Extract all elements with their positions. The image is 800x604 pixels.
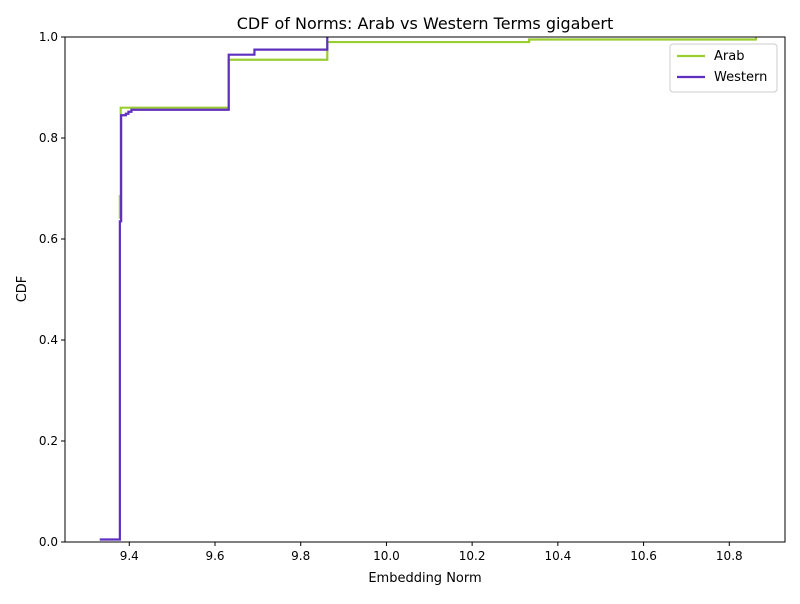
x-tick-label: 9.6: [205, 549, 224, 563]
y-tick-label: 0.6: [39, 232, 58, 246]
x-tick-label: 10.0: [373, 549, 400, 563]
axes-frame: [64, 36, 786, 543]
series-line-western: [99, 37, 329, 541]
x-tick-label: 10.2: [459, 549, 486, 563]
y-tick-label: 0.8: [39, 131, 58, 145]
y-axis-label: CDF: [15, 276, 30, 303]
x-tick-label: 10.8: [716, 549, 743, 563]
x-tick-label: 9.4: [120, 549, 139, 563]
y-tick-label: 0.0: [39, 535, 58, 549]
y-tick-label: 0.4: [39, 333, 58, 347]
x-axis-label: Embedding Norm: [368, 571, 481, 586]
x-tick-label: 10.4: [544, 549, 571, 563]
y-tick-label: 1.0: [39, 30, 58, 44]
plot-area: 9.4 9.6 9.8 10.0 10.2 10.4 10.6 10.8 0.0 0.2 0.4 0.…: [39, 30, 786, 563]
legend: Arab Western: [669, 43, 778, 93]
y-tick-label: 0.2: [39, 434, 58, 448]
series-lines: [99, 37, 757, 541]
legend-label-arab: Arab: [714, 49, 744, 64]
x-tick-label: 9.8: [291, 549, 310, 563]
chart-title: CDF of Norms: Arab vs Western Terms giga…: [237, 14, 614, 33]
x-tick-label: 10.6: [630, 549, 657, 563]
legend-label-western: Western: [714, 70, 767, 85]
